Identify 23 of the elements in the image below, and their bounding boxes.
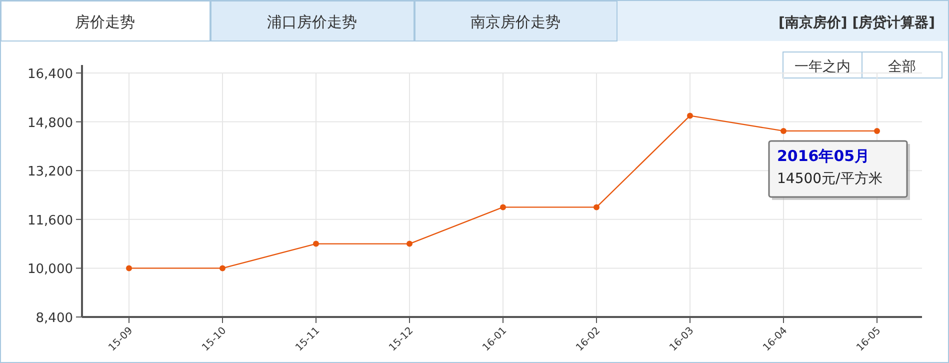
point [500,204,506,210]
text: 房价走势 [75,13,135,31]
annotation: 一年之内 [794,59,850,75]
point [780,128,786,134]
y-tick-label: 10,000 [28,262,73,278]
point [313,240,319,247]
annotation: 2016年05月 [777,146,870,165]
annotation: 全部 [888,59,916,75]
y-tick-label: 11,600 [28,213,73,228]
point [687,112,693,119]
y-tick-label: 16,400 [28,67,73,82]
text: 南京房价走势 [470,13,560,31]
annotation: 14500元/平方米 [777,170,882,187]
point [126,265,132,272]
y-tick-label: 14,800 [28,116,73,131]
point [406,240,412,247]
point [220,265,226,272]
y-tick-label: 8,400 [36,311,73,326]
text: 浦口房价走势 [267,13,357,31]
point [874,128,880,134]
y-tick-label: 13,200 [28,164,73,180]
text: [南京房价] [房贷计算器] [778,14,935,31]
point [594,204,600,210]
